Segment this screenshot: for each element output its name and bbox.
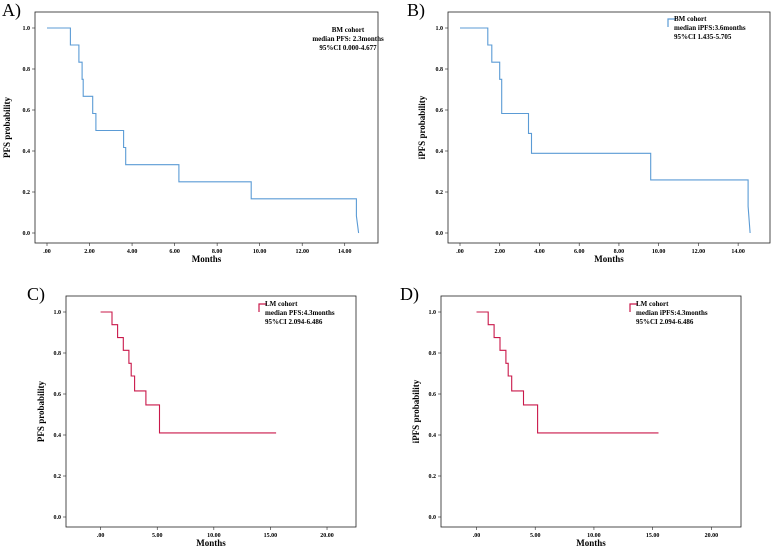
legend-text: median PFS:4.3months bbox=[265, 309, 335, 317]
x-tick-label: 8.00 bbox=[212, 249, 223, 255]
x-tick-label: 8.00 bbox=[614, 249, 625, 255]
y-tick-label: 0.2 bbox=[54, 474, 62, 480]
x-tick-label: 6.00 bbox=[169, 249, 180, 255]
panel-a-x-axis-title: Months bbox=[192, 254, 222, 264]
y-tick-label: 0.6 bbox=[23, 108, 31, 114]
panel-b-x-axis-title: Months bbox=[594, 254, 624, 264]
x-tick-label: 5.00 bbox=[152, 533, 163, 539]
y-tick-label: 0.4 bbox=[54, 433, 62, 439]
legend-text: median iPFS:4.3months bbox=[636, 309, 708, 317]
legend-text: 95%CI 2.094-6.486 bbox=[265, 318, 323, 326]
legend-line-marker bbox=[667, 18, 676, 27]
panel-b-label: B) bbox=[407, 0, 425, 21]
panel-c-x-axis-title: Months bbox=[196, 538, 226, 548]
x-tick-label: 5.00 bbox=[530, 533, 541, 539]
x-tick-label: 6.00 bbox=[574, 249, 585, 255]
y-tick-label: 0.0 bbox=[436, 231, 444, 237]
x-tick-label: 10.00 bbox=[207, 533, 221, 539]
y-tick-label: 0.4 bbox=[23, 149, 31, 155]
panel-a: A) 0.0 0.2 0.4 0.6 0.8 1.0 .00 2.00 4.00 6.00 8.00 1… bbox=[2, 0, 384, 264]
x-tick-label: 10.00 bbox=[587, 533, 601, 539]
panel-d-label: D) bbox=[400, 284, 419, 305]
legend-text: BM cohort bbox=[332, 26, 365, 34]
panel-b-frame bbox=[447, 11, 771, 244]
y-tick-label: 1.0 bbox=[436, 26, 444, 32]
panel-c-frame bbox=[65, 295, 357, 528]
y-tick-label: 0.8 bbox=[429, 351, 437, 357]
legend-text: LM cohort bbox=[636, 300, 669, 308]
x-tick-label: 15.00 bbox=[646, 533, 660, 539]
panel-c-survival-curve bbox=[100, 311, 277, 434]
legend-text: 95%CI 2.094-6.486 bbox=[636, 318, 694, 326]
legend-text: median PFS: 2.3months bbox=[312, 35, 384, 43]
y-tick-label: 1.0 bbox=[429, 310, 437, 316]
x-tick-label: .00 bbox=[473, 533, 481, 539]
legend-text: BM cohort bbox=[674, 15, 707, 23]
y-tick-label: 0.4 bbox=[436, 149, 444, 155]
panel-a-survival-curve bbox=[47, 27, 360, 234]
y-tick-label: 0.2 bbox=[23, 190, 31, 196]
legend-text: median iPFS:3.6months bbox=[674, 24, 746, 32]
panel-d: D) 0.0 0.2 0.4 0.6 0.8 1.0 .00 5.00 10.00 15.00 20.… bbox=[400, 284, 742, 548]
y-tick-label: 0.8 bbox=[23, 67, 31, 73]
y-tick-label: 0.6 bbox=[54, 392, 62, 398]
legend-text: 95%CI 1.435-5.705 bbox=[674, 33, 732, 41]
x-tick-label: .00 bbox=[97, 533, 105, 539]
panel-c-label: C) bbox=[27, 284, 45, 305]
panel-b-y-axis-title: iPFS probability bbox=[417, 95, 427, 159]
y-tick-label: 0.0 bbox=[429, 515, 437, 521]
legend-line-marker bbox=[258, 303, 267, 312]
legend-text: LM cohort bbox=[265, 300, 298, 308]
panel-d-y-axis-title: iPFS probability bbox=[411, 379, 421, 443]
panel-c-y-axis-title: PFS probability bbox=[36, 380, 46, 442]
panel-d-x-axis-title: Months bbox=[576, 538, 606, 548]
y-tick-label: 0.4 bbox=[429, 433, 437, 439]
y-tick-label: 0.0 bbox=[54, 515, 62, 521]
panel-a-label: A) bbox=[2, 0, 21, 21]
x-tick-label: 4.00 bbox=[534, 249, 545, 255]
x-tick-label: 15.00 bbox=[264, 533, 278, 539]
y-tick-label: 0.2 bbox=[429, 474, 437, 480]
x-tick-label: 10.00 bbox=[652, 249, 666, 255]
x-tick-label: 12.00 bbox=[692, 249, 706, 255]
y-tick-label: 1.0 bbox=[54, 310, 62, 316]
y-tick-label: 0.0 bbox=[23, 231, 31, 237]
y-tick-label: 1.0 bbox=[23, 26, 31, 32]
x-tick-label: 4.00 bbox=[127, 249, 138, 255]
panel-d-survival-curve bbox=[476, 311, 659, 434]
x-tick-label: 14.00 bbox=[731, 249, 745, 255]
x-tick-label: 20.00 bbox=[320, 533, 334, 539]
x-tick-label: .00 bbox=[43, 249, 51, 255]
panel-b: B) 0.0 0.2 0.4 0.6 0.8 1.0 .00 2.00 4.00 6.00 8.00 1… bbox=[407, 0, 771, 264]
legend-line-marker bbox=[629, 303, 638, 312]
panel-a-frame bbox=[34, 11, 379, 244]
y-tick-label: 0.6 bbox=[436, 108, 444, 114]
y-tick-label: 0.6 bbox=[429, 392, 437, 398]
x-tick-label: 20.00 bbox=[705, 533, 719, 539]
y-tick-label: 0.8 bbox=[54, 351, 62, 357]
x-tick-label: 14.00 bbox=[338, 249, 352, 255]
panel-d-frame bbox=[440, 295, 742, 528]
x-tick-label: 2.00 bbox=[84, 249, 95, 255]
panel-c: C) 0.0 0.2 0.4 0.6 0.8 1.0 .00 5.00 10.00 15.00 20.… bbox=[27, 284, 357, 548]
x-tick-label: .00 bbox=[456, 249, 464, 255]
panel-a-y-axis-title: PFS probability bbox=[2, 96, 12, 158]
panel-b-survival-curve bbox=[460, 27, 751, 234]
legend-text: 95%CI 0.000-4.677 bbox=[319, 44, 377, 52]
y-tick-label: 0.2 bbox=[436, 190, 444, 196]
x-tick-label: 2.00 bbox=[494, 249, 505, 255]
x-tick-label: 12.00 bbox=[295, 249, 309, 255]
x-tick-label: 10.00 bbox=[253, 249, 267, 255]
y-tick-label: 0.8 bbox=[436, 67, 444, 73]
